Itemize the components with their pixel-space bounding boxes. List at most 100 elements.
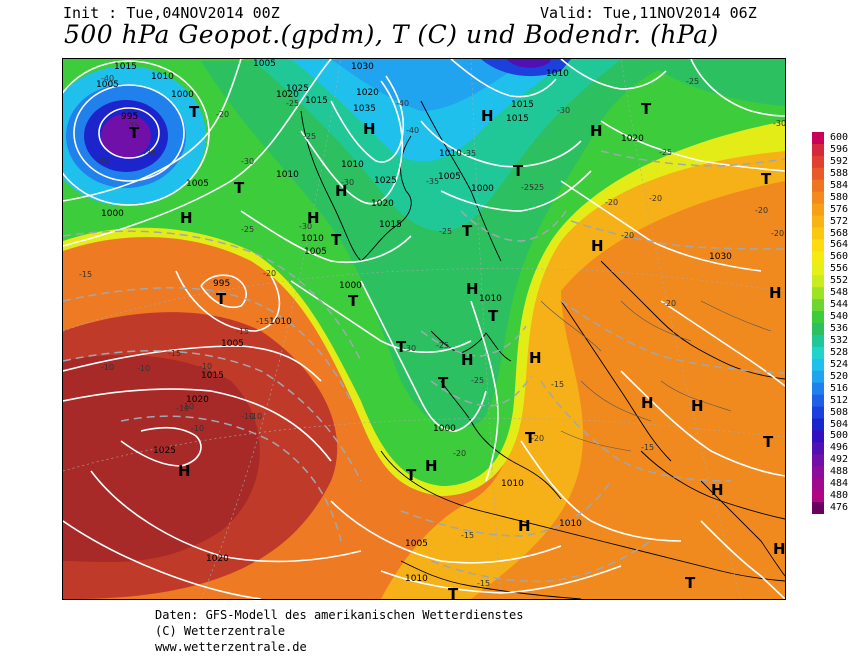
colorbar-label: 528 xyxy=(830,346,849,358)
pressure-label: 1025 xyxy=(374,176,397,186)
pressure-label: 1005 xyxy=(438,172,461,182)
temperature-label: -15 xyxy=(477,579,490,588)
temperature-label: -25 xyxy=(241,225,254,234)
pressure-label: 1010 xyxy=(405,574,428,584)
pressure-label: 1010 xyxy=(559,519,582,529)
colorbar-label: 532 xyxy=(830,334,849,346)
temperature-label: -15 xyxy=(79,270,92,279)
colorbar-cell xyxy=(812,334,824,348)
low-marker: T xyxy=(448,585,459,599)
pressure-label: 1010 xyxy=(501,479,524,489)
temperature-label: -25 xyxy=(521,183,534,192)
temperature-label: -25 xyxy=(439,227,452,236)
pressure-label: 1000 xyxy=(339,281,362,291)
temperature-label: -40 xyxy=(101,74,114,83)
low-marker: T xyxy=(129,124,140,142)
pressure-label: 1000 xyxy=(101,209,124,219)
colorbar-cell xyxy=(812,215,824,228)
pressure-label: 1005 xyxy=(304,247,327,257)
band-dark-red-core xyxy=(63,355,260,563)
high-marker: H xyxy=(466,280,479,298)
high-marker: H xyxy=(711,481,724,499)
temperature-label: -10 xyxy=(101,363,114,372)
colorbar-cell xyxy=(812,323,824,336)
pressure-label: 1010 xyxy=(439,149,462,159)
pressure-label: 1015 xyxy=(511,100,534,110)
pressure-label: 1020 xyxy=(276,90,299,100)
colorbar-label: 564 xyxy=(830,239,849,251)
colorbar-cell xyxy=(812,239,824,252)
temperature-label: -10 xyxy=(181,402,194,411)
pressure-label: 1010 xyxy=(546,69,569,79)
temperature-label: -15 xyxy=(168,349,181,358)
band-low-purple xyxy=(101,114,151,158)
colorbar-label: 592 xyxy=(830,155,849,167)
temperature-label: -40 xyxy=(96,156,109,165)
colorbar-label: 536 xyxy=(830,323,849,334)
low-marker: T xyxy=(234,179,245,197)
colorbar-cell xyxy=(812,179,824,193)
colorbar-cell xyxy=(812,394,824,408)
low-marker: T xyxy=(513,162,524,180)
high-marker: H xyxy=(481,107,494,125)
temperature-label: -25 xyxy=(436,341,449,350)
colorbar-cell xyxy=(812,275,824,288)
temperature-label: -20 xyxy=(531,434,544,443)
low-marker: T xyxy=(438,374,449,392)
colorbar-cell xyxy=(812,454,824,467)
colorbar-cell xyxy=(812,406,824,419)
colorbar-cell xyxy=(812,502,824,514)
band-blue-north xyxy=(331,59,521,111)
colorbar-label: 544 xyxy=(830,299,849,311)
footer-website[interactable]: www.wetterzentrale.de xyxy=(155,640,307,654)
high-marker: H xyxy=(773,540,785,558)
temperature-label: -15 xyxy=(256,317,269,326)
colorbar-label: 584 xyxy=(830,179,849,191)
high-marker: H xyxy=(691,397,704,415)
pressure-label: 1035 xyxy=(353,104,376,114)
colorbar-cell xyxy=(812,430,824,443)
colorbar-label: 492 xyxy=(830,454,849,466)
colorbar-cell xyxy=(812,155,824,169)
pressure-label: 1010 xyxy=(301,234,324,244)
band-orange-east xyxy=(471,181,785,599)
low-markers: T T T T T T T T T T T T T T T T T T xyxy=(129,100,774,599)
temperature-label: -10 xyxy=(249,412,262,421)
band-east-cyan xyxy=(641,59,785,106)
temperature-label: -10 xyxy=(191,424,204,433)
temperature-label: -35 xyxy=(463,149,476,158)
temperature-label: -20 xyxy=(453,449,466,458)
pressure-label: 1005 xyxy=(253,59,276,69)
colorbar-label: 480 xyxy=(830,490,849,502)
low-marker: T xyxy=(763,433,774,451)
colorbar-cell xyxy=(812,203,824,217)
colorbar-cell xyxy=(812,382,824,396)
colorbar-cell xyxy=(812,143,824,157)
temperature-label: -25 xyxy=(686,77,699,86)
colorbar-cell xyxy=(812,227,824,240)
temperature-label: -30 xyxy=(241,157,254,166)
pressure-label: 1020 xyxy=(356,88,379,98)
high-marker: H xyxy=(591,237,604,255)
colorbar-label: 520 xyxy=(830,370,849,382)
high-marker: H xyxy=(529,349,542,367)
pressure-label: 1015 xyxy=(506,114,529,124)
low-marker: T xyxy=(685,574,696,592)
pressure-label: 1020 xyxy=(206,554,229,564)
footer-data-source: Daten: GFS-Modell des amerikanischen Wet… xyxy=(155,608,524,622)
temperature-label: -20 xyxy=(621,231,634,240)
colorbar-cell xyxy=(812,478,824,491)
pressure-label: 995 xyxy=(121,112,138,122)
colorbar-label: 596 xyxy=(830,143,849,155)
temperature-label: -25 xyxy=(471,376,484,385)
temperature-label: -40 xyxy=(406,126,419,135)
temperature-label: -25 xyxy=(286,99,299,108)
colorbar-label: 600 xyxy=(830,132,849,143)
colorbar-label: 556 xyxy=(830,263,849,275)
pressure-labels: 1015 1010 1005 1000 995 1020 1025 1030 1… xyxy=(96,59,732,584)
coastlines xyxy=(300,100,785,599)
pressure-label: 1005 xyxy=(186,179,209,189)
pressure-label: 1000 xyxy=(471,184,494,194)
temperature-label: -10 xyxy=(241,412,254,421)
colorbar-label: 580 xyxy=(830,191,849,203)
